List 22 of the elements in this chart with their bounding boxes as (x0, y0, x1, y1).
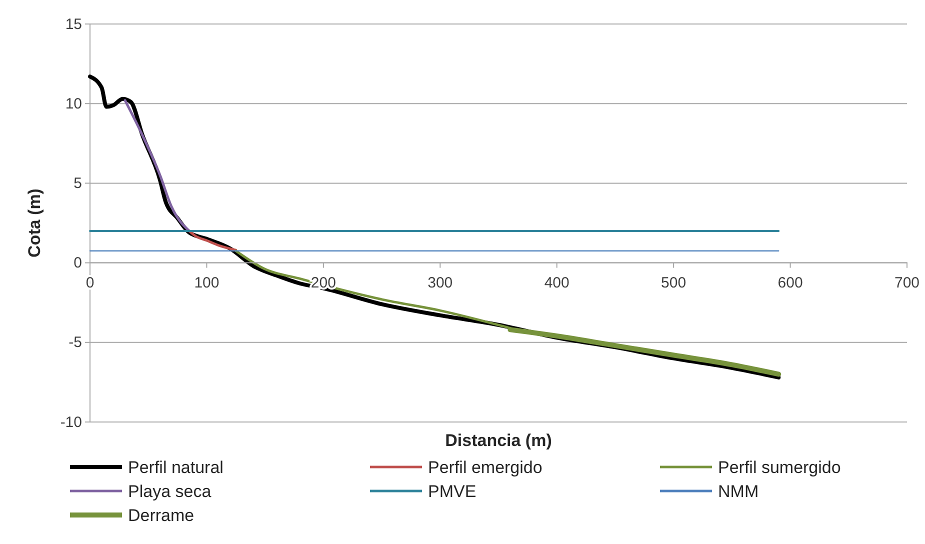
legend-label: Playa seca (128, 482, 212, 501)
x-tick-label: 300 (428, 274, 453, 292)
y-tick-label: 10 (65, 95, 82, 112)
y-tick-label: 15 (65, 16, 82, 33)
legend-label: Derrame (128, 506, 194, 525)
y-tick-label: 5 (74, 175, 82, 192)
y-tick-label: -10 (60, 414, 82, 431)
x-tick-label: 100 (194, 274, 220, 292)
legend-label: PMVE (428, 482, 476, 501)
y-tick-label: -5 (68, 334, 82, 352)
x-tick-label: 600 (778, 274, 803, 292)
x-tick-label: 700 (894, 274, 920, 292)
x-tick-label: 400 (544, 274, 570, 292)
legend-label: Perfil sumergido (718, 458, 841, 477)
legend-label: NMM (718, 482, 759, 501)
x-axis-title: Distancia (m) (445, 431, 552, 450)
x-tick-label: 0 (86, 274, 94, 292)
x-tick-label: 500 (661, 274, 686, 292)
legend-label: Perfil emergido (428, 458, 542, 477)
y-axis-title: Cota (m) (25, 188, 44, 258)
legend-label: Perfil natural (128, 458, 224, 477)
y-tick-label: 0 (74, 254, 82, 272)
